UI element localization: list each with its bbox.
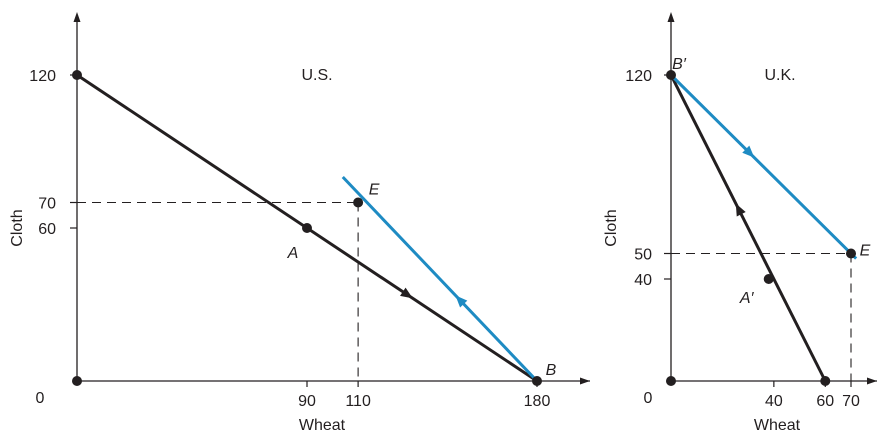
x-tick-label: 110 [345,393,371,410]
x-tick-label: 60 [816,393,834,410]
x-axis-arrow [867,377,877,385]
y-tick-label: 40 [634,272,652,289]
origin-label: 0 [36,390,45,407]
point-marker [666,376,676,386]
us-panel: 120 70 60 90 110 180 0 U.S. Wheat Cloth A E B [9,12,590,434]
x-axis-arrow [580,377,590,385]
y-tick-label: 60 [38,221,56,238]
series-line-1 [341,175,539,383]
point-marker [820,376,831,386]
point-marker [353,197,364,208]
point-label: E [369,182,380,199]
point-label: A′ [739,290,755,307]
point-marker [846,248,856,259]
series-arrow-0 [735,203,746,217]
point-marker [532,376,542,386]
series-arrow-1 [742,145,755,158]
series-line-1 [669,73,858,260]
y-tick-label: 120 [625,68,652,85]
series-line-0 [669,74,827,382]
chart-title: U.K. [764,67,795,84]
point-label: B′ [672,56,687,73]
y-axis-arrow [73,12,81,22]
x-axis-label: Wheat [754,417,801,434]
point-label: E [860,243,871,260]
x-tick-label: 90 [298,393,316,410]
y-axis-label: Cloth [9,209,26,246]
point-marker [763,274,774,284]
point-marker [666,70,676,80]
series-arrow-0 [400,287,413,299]
y-axis-arrow [667,12,675,22]
point-label: A [287,245,299,262]
point-marker [302,223,312,233]
x-tick-label: 180 [524,393,551,410]
series-arrow-1 [455,295,468,308]
x-tick-label: 70 [842,393,860,410]
y-tick-label: 120 [29,68,56,85]
x-tick-label: 40 [765,393,783,410]
point-label: B [546,362,557,379]
y-tick-label: 70 [38,196,56,213]
uk-panel: 120 50 40 40 60 70 0 U.K. Wheat Cloth B′ A′ E [603,12,877,434]
point-marker [72,376,82,386]
chart-title: U.S. [301,67,332,84]
y-axis-label: Cloth [603,209,620,246]
point-marker [72,70,82,80]
x-axis-label: Wheat [299,417,346,434]
origin-label: 0 [644,390,653,407]
y-tick-label: 50 [634,247,652,264]
